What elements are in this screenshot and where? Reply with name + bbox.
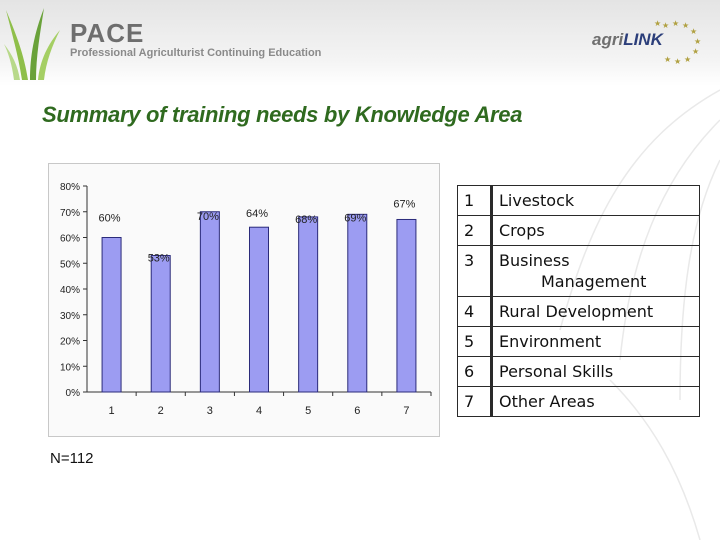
legend-label-line: Environment bbox=[499, 332, 602, 351]
data-label: 68% bbox=[295, 214, 317, 226]
svg-text:★: ★ bbox=[682, 21, 689, 30]
svg-text:★: ★ bbox=[674, 57, 681, 66]
legend-number: 4 bbox=[457, 296, 493, 327]
legend-label-line: Personal Skills bbox=[499, 362, 614, 381]
bar-7 bbox=[396, 218, 417, 393]
y-tick-label: 80% bbox=[60, 182, 80, 193]
bar-2 bbox=[150, 255, 171, 393]
svg-text:★: ★ bbox=[684, 55, 691, 64]
logo-suffix: LINK bbox=[623, 30, 663, 49]
bar-chart: 0% 10% 20% 30% 40% 50% 60% 70% 80% 60% 1 53% 2 70% 3 64… bbox=[48, 163, 440, 437]
legend-label: Other Areas bbox=[491, 386, 700, 417]
legend-row: 5 Environment bbox=[457, 326, 700, 357]
y-tick-label: 40% bbox=[60, 285, 80, 296]
legend-number: 7 bbox=[457, 386, 493, 417]
x-tick-label: 1 bbox=[109, 405, 115, 417]
data-label: 60% bbox=[99, 213, 121, 225]
legend-label-line: Livestock bbox=[499, 191, 575, 210]
brand-title: PACE bbox=[70, 18, 145, 48]
logo-prefix: agri bbox=[592, 30, 624, 49]
agrilink-logo: agriLINK ★ ★ ★ ★ ★ ★ ★ ★ ★ ★ bbox=[592, 18, 712, 66]
legend-label: Personal Skills bbox=[491, 356, 700, 387]
legend-label-line: Management bbox=[541, 272, 647, 291]
bar-5 bbox=[298, 216, 319, 393]
svg-text:★: ★ bbox=[654, 19, 661, 28]
data-label: 53% bbox=[148, 253, 170, 265]
slide-header: PACE Professional Agriculturist Continui… bbox=[0, 0, 720, 86]
svg-text:★: ★ bbox=[692, 47, 699, 56]
svg-text:★: ★ bbox=[664, 55, 671, 64]
slide-title: Summary of training needs by Knowledge A… bbox=[42, 102, 523, 127]
legend-number: 2 bbox=[457, 215, 493, 246]
x-tick-label: 5 bbox=[305, 405, 311, 417]
legend-row: 4 Rural Development bbox=[457, 296, 700, 327]
y-tick-label: 0% bbox=[66, 388, 81, 399]
y-tick-label: 30% bbox=[60, 311, 80, 322]
legend-label-line: Business bbox=[499, 251, 570, 270]
y-tick-label: 70% bbox=[60, 208, 80, 219]
legend-row: 6 Personal Skills bbox=[457, 356, 700, 387]
legend-number: 3 bbox=[457, 245, 493, 297]
bar-1 bbox=[101, 237, 122, 393]
sample-size-note: N=112 bbox=[50, 450, 94, 467]
svg-text:★: ★ bbox=[662, 21, 669, 30]
y-tick-label: 10% bbox=[60, 362, 80, 373]
legend-number: 5 bbox=[457, 326, 493, 357]
legend-number: 6 bbox=[457, 356, 493, 387]
grass-logo-icon bbox=[4, 8, 60, 80]
legend-label: Rural Development bbox=[491, 296, 700, 327]
x-tick-label: 3 bbox=[207, 405, 213, 417]
data-label: 67% bbox=[393, 198, 415, 210]
bar-3 bbox=[199, 211, 220, 393]
x-tick-label: 2 bbox=[158, 405, 164, 417]
data-label: 64% bbox=[246, 208, 268, 220]
legend-row: 1 Livestock bbox=[457, 185, 700, 216]
legend-label: Livestock bbox=[491, 185, 700, 216]
legend-row: 3 Business Management bbox=[457, 245, 700, 297]
svg-text:★: ★ bbox=[672, 19, 679, 28]
legend-label: Environment bbox=[491, 326, 700, 357]
legend-label: Crops bbox=[491, 215, 700, 246]
x-tick-label: 4 bbox=[256, 405, 262, 417]
legend-row: 2 Crops bbox=[457, 215, 700, 246]
knowledge-area-legend: 1 Livestock 2 Crops 3 Business Management 4 Rura… bbox=[457, 185, 700, 417]
legend-label-line: Other Areas bbox=[499, 392, 595, 411]
bar-chart-svg: 0%10%20%30%40%50%60%70%80%60%153%270%364… bbox=[60, 182, 432, 417]
svg-text:★: ★ bbox=[690, 27, 697, 36]
y-tick-label: 60% bbox=[60, 234, 80, 245]
legend-label: Business Management bbox=[491, 245, 700, 297]
legend-label-line: Rural Development bbox=[499, 302, 654, 321]
brand-subtitle: Professional Agriculturist Continuing Ed… bbox=[70, 47, 322, 59]
y-tick-label: 20% bbox=[60, 337, 80, 348]
bar-4 bbox=[249, 226, 269, 393]
legend-number: 1 bbox=[457, 185, 493, 216]
y-tick-label: 50% bbox=[60, 259, 80, 270]
legend-label-line: Crops bbox=[499, 221, 545, 240]
stars-icon: ★ ★ ★★ ★★ ★★ ★★ bbox=[654, 19, 701, 66]
data-label: 70% bbox=[197, 211, 219, 223]
x-tick-label: 7 bbox=[403, 405, 409, 417]
legend-row: 7 Other Areas bbox=[457, 386, 700, 417]
svg-text:★: ★ bbox=[694, 37, 701, 46]
data-label: 69% bbox=[344, 212, 366, 224]
x-tick-label: 6 bbox=[354, 405, 360, 417]
bar-6 bbox=[347, 213, 368, 393]
